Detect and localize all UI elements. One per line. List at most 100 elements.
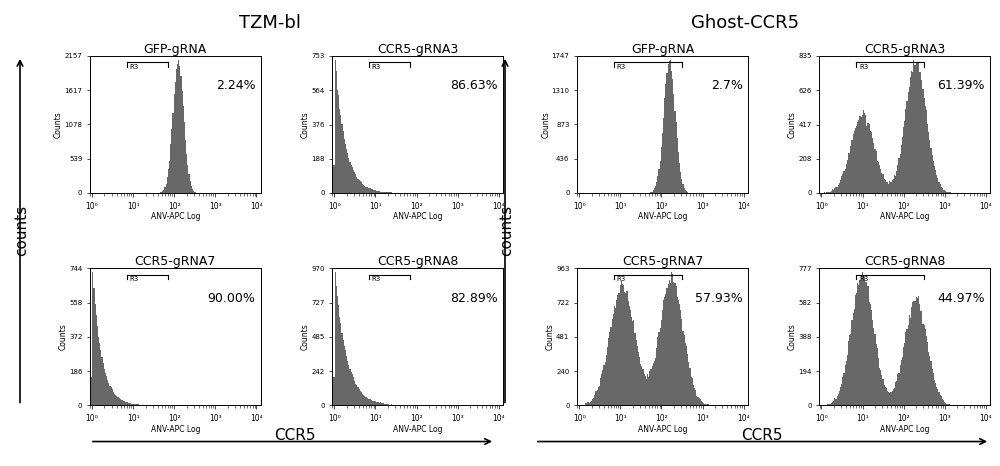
Bar — [185, 140, 186, 193]
Bar — [657, 176, 658, 193]
Bar — [129, 403, 130, 405]
Bar — [926, 110, 927, 193]
Bar — [625, 293, 626, 405]
Bar — [108, 384, 109, 405]
Bar — [904, 343, 905, 405]
Bar — [100, 350, 101, 405]
Bar — [124, 401, 125, 405]
Bar — [832, 402, 833, 405]
Bar — [684, 188, 685, 193]
Bar — [119, 398, 120, 405]
Bar — [125, 402, 127, 405]
Bar — [391, 404, 392, 405]
Bar — [876, 344, 877, 405]
Bar — [930, 361, 932, 405]
Bar — [377, 402, 378, 405]
Bar — [623, 285, 624, 405]
Bar — [364, 396, 365, 405]
Bar — [365, 397, 367, 405]
Bar — [929, 140, 930, 193]
Bar — [137, 404, 138, 405]
Bar — [672, 274, 673, 405]
Bar — [103, 363, 104, 405]
Bar — [692, 378, 693, 405]
Bar — [670, 60, 671, 193]
Bar — [113, 392, 114, 405]
Bar — [849, 153, 850, 193]
Bar — [942, 188, 943, 193]
Text: Ghost-CCR5: Ghost-CCR5 — [691, 14, 799, 32]
Bar — [193, 191, 194, 193]
Bar — [847, 355, 848, 405]
Bar — [628, 301, 629, 405]
Bar — [916, 62, 917, 193]
Bar — [886, 182, 887, 193]
Bar — [629, 307, 630, 405]
Bar — [380, 403, 381, 405]
Bar — [846, 361, 847, 405]
Bar — [655, 358, 656, 405]
Bar — [881, 173, 882, 193]
Bar — [363, 395, 364, 405]
Bar — [835, 399, 837, 405]
Bar — [592, 399, 593, 405]
Text: 90.00%: 90.00% — [208, 292, 255, 305]
Bar — [128, 403, 129, 405]
Bar — [104, 369, 105, 405]
Bar — [934, 165, 935, 193]
Bar — [665, 84, 666, 193]
Bar — [337, 296, 338, 405]
Bar — [389, 192, 391, 193]
Bar — [885, 180, 886, 193]
Bar — [351, 372, 352, 405]
Bar — [653, 190, 654, 193]
Bar — [679, 163, 680, 193]
Bar — [882, 379, 884, 405]
Bar — [901, 360, 902, 405]
Bar — [655, 186, 656, 193]
Bar — [888, 184, 889, 193]
Bar — [949, 192, 950, 193]
Bar — [890, 392, 892, 405]
Bar — [830, 192, 831, 193]
Bar — [845, 169, 846, 193]
Title: GFP-gRNA: GFP-gRNA — [631, 43, 694, 56]
Bar — [927, 124, 928, 193]
Bar — [105, 373, 106, 405]
Bar — [179, 66, 180, 193]
Title: CCR5-gRNA3: CCR5-gRNA3 — [377, 43, 458, 56]
Bar — [361, 182, 362, 193]
Bar — [935, 170, 936, 193]
Bar — [926, 336, 927, 405]
Text: CCR5: CCR5 — [274, 428, 316, 443]
Bar — [697, 397, 699, 405]
Bar — [920, 311, 921, 405]
Bar — [634, 333, 636, 405]
Bar — [866, 126, 867, 193]
Bar — [139, 404, 140, 405]
Bar — [916, 297, 917, 405]
Bar — [123, 401, 124, 405]
Bar — [876, 151, 877, 193]
Bar — [903, 127, 904, 193]
Text: R3: R3 — [129, 63, 139, 69]
Bar — [677, 138, 678, 193]
X-axis label: ANV-APC Log: ANV-APC Log — [638, 425, 687, 434]
Bar — [106, 377, 107, 405]
Bar — [945, 191, 946, 193]
Bar — [394, 404, 395, 405]
Bar — [620, 285, 621, 405]
Bar — [904, 121, 905, 193]
Bar — [369, 399, 370, 405]
Bar — [339, 109, 340, 193]
Bar — [671, 273, 672, 405]
Bar — [595, 391, 597, 405]
Bar — [607, 348, 608, 405]
X-axis label: ANV-APC Log: ANV-APC Log — [393, 212, 442, 221]
Bar — [585, 403, 586, 405]
Bar — [925, 106, 926, 193]
Bar — [857, 122, 858, 193]
Bar — [917, 298, 918, 405]
Bar — [686, 346, 687, 405]
Bar — [908, 91, 909, 193]
